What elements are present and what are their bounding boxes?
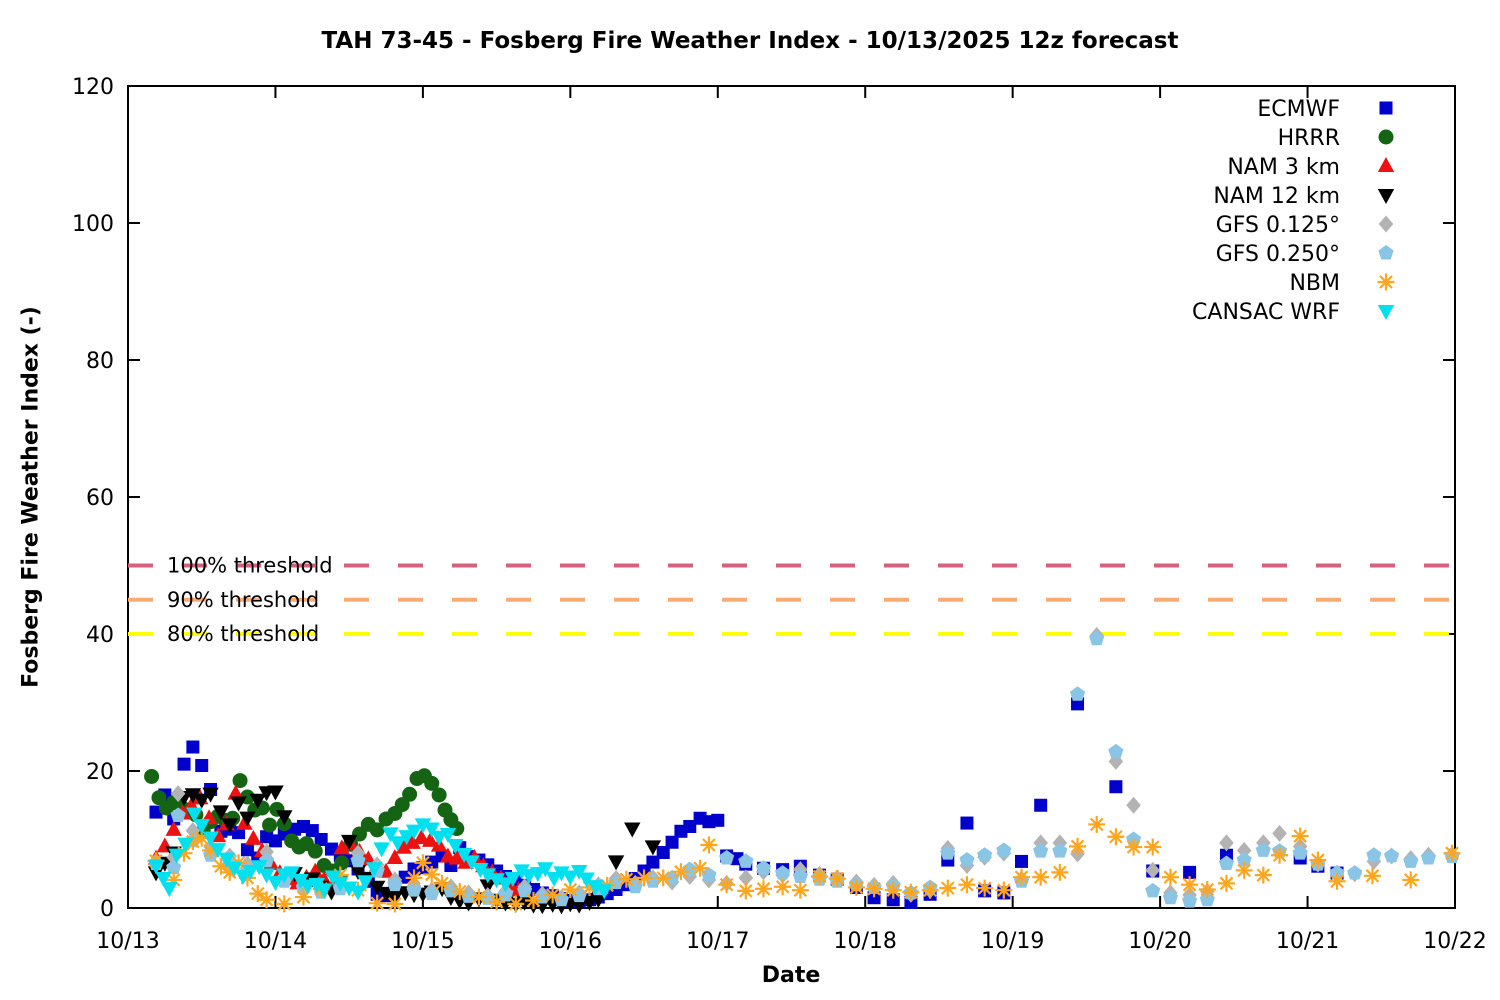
- series-cansac-wrf: [147, 807, 613, 901]
- legend-label: NAM 12 km: [1213, 184, 1340, 209]
- y-tick-label: 40: [86, 623, 114, 648]
- legend-entry-ecmwf: ECMWF: [1257, 97, 1393, 122]
- threshold-100-threshold: 100% threshold: [128, 554, 1455, 578]
- series-nbm: [147, 815, 1461, 913]
- y-tick-label: 100: [72, 212, 114, 237]
- y-tick-label: 60: [86, 486, 114, 511]
- legend-label: CANSAC WRF: [1192, 300, 1340, 325]
- threshold-label: 90% threshold: [167, 588, 319, 612]
- y-axis-ticks: 0 20 40 60 80 100 120: [72, 75, 1455, 922]
- y-tick-label: 120: [72, 75, 114, 100]
- x-tick-label: 10/14: [244, 929, 307, 954]
- y-tick-label: 20: [86, 760, 114, 785]
- x-tick-label: 10/19: [981, 929, 1044, 954]
- threshold-90-threshold: 90% threshold: [128, 588, 1455, 612]
- legend: ECMWF HRRR NAM 3 km NAM 12 km GFS 0.125° GFS …: [1192, 97, 1395, 325]
- x-tick-label: 10/15: [391, 929, 454, 954]
- plot-border: [127, 85, 1456, 909]
- y-tick-label: 80: [86, 349, 114, 374]
- x-tick-label: 10/17: [686, 929, 749, 954]
- legend-label: HRRR: [1278, 126, 1340, 151]
- x-tick-label: 10/21: [1276, 929, 1339, 954]
- legend-entry-hrrr: HRRR: [1278, 126, 1394, 151]
- y-tick-label: 0: [100, 897, 114, 922]
- threshold-label: 80% threshold: [167, 622, 319, 646]
- x-tick-label: 10/20: [1128, 929, 1191, 954]
- legend-label: GFS 0.125°: [1216, 213, 1340, 238]
- chart-title: TAH 73-45 - Fosberg Fire Weather Index -…: [321, 28, 1179, 54]
- x-axis-title: Date: [761, 963, 821, 988]
- x-tick-label: 10/22: [1423, 929, 1486, 954]
- legend-label: NBM: [1289, 271, 1340, 296]
- legend-label: NAM 3 km: [1227, 155, 1340, 180]
- legend-entry-nam-12-km: NAM 12 km: [1213, 184, 1395, 209]
- x-axis-ticks: 10/13 10/14 10/15 10/16 10/17 10/18 10/19 10/20…: [96, 86, 1487, 954]
- x-tick-label: 10/16: [539, 929, 602, 954]
- legend-entry-nbm: NBM: [1289, 271, 1395, 296]
- legend-entry-gfs-0-250: GFS 0.250°: [1216, 242, 1394, 267]
- legend-label: GFS 0.250°: [1216, 242, 1340, 267]
- x-tick-label: 10/13: [96, 929, 159, 954]
- threshold-label: 100% threshold: [167, 554, 333, 578]
- legend-entry-gfs-0-125: GFS 0.125°: [1216, 213, 1394, 238]
- x-tick-label: 10/18: [834, 929, 897, 954]
- legend-entry-cansac-wrf: CANSAC WRF: [1192, 300, 1395, 325]
- legend-entry-nam-3-km: NAM 3 km: [1227, 155, 1395, 180]
- legend-label: ECMWF: [1257, 97, 1340, 122]
- threshold-80-threshold: 80% threshold: [128, 622, 1455, 646]
